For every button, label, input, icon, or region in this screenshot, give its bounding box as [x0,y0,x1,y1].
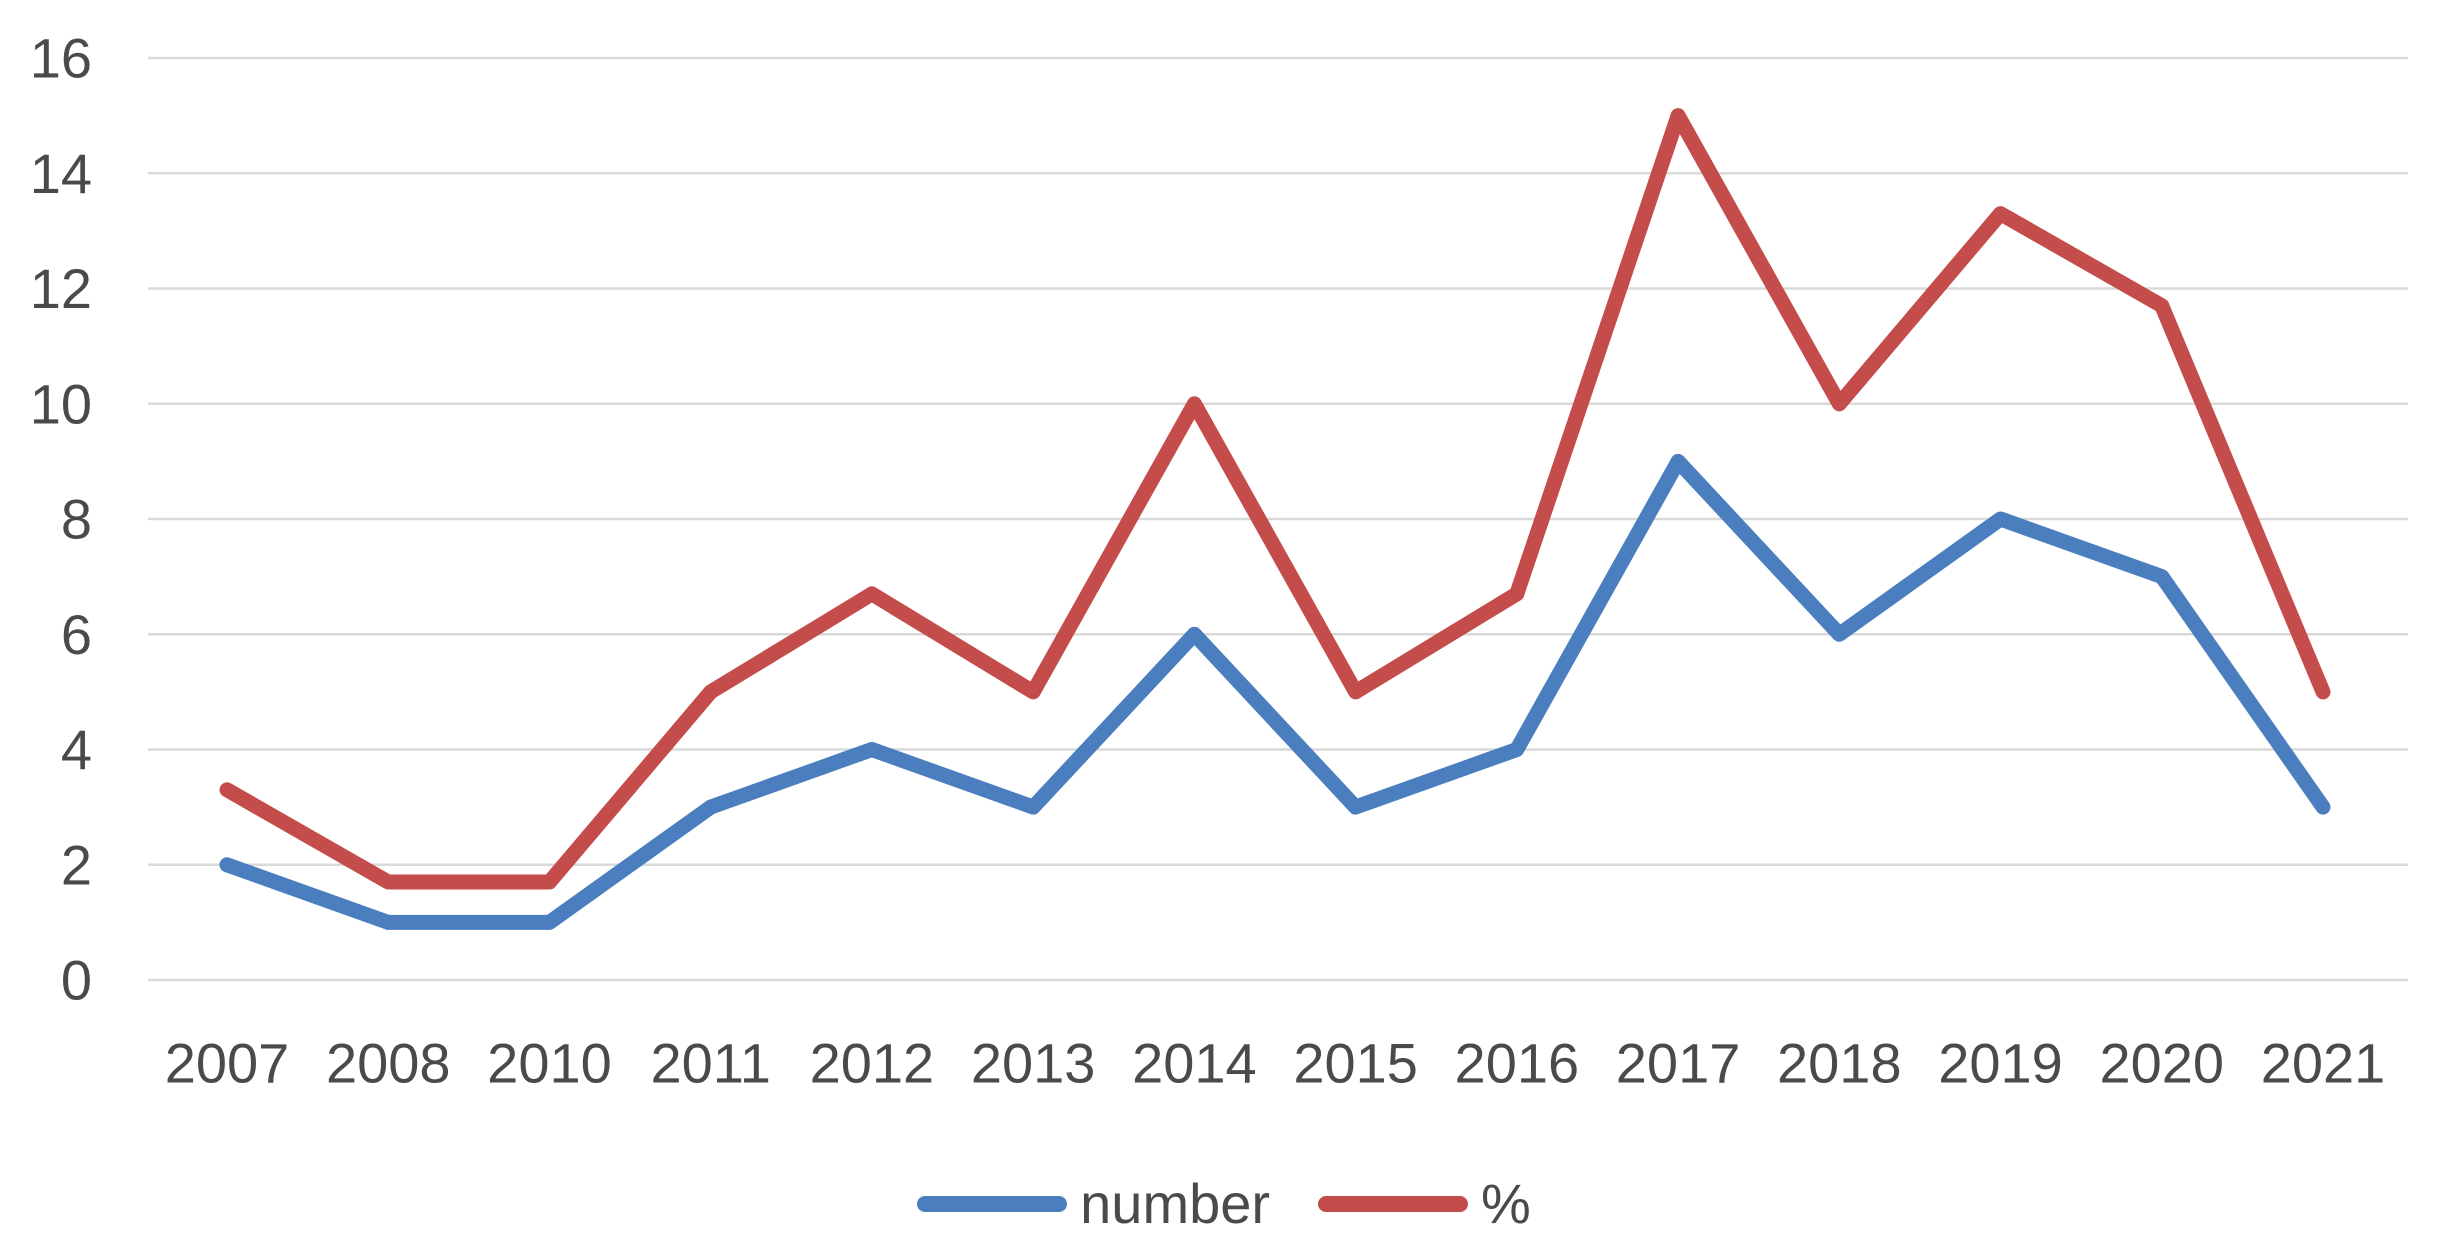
legend: number % [0,1176,2448,1232]
x-axis-tick-label: 2017 [1616,1032,1741,1095]
legend-label-number: number [1080,1172,1271,1235]
x-axis-tick-label: 2013 [971,1032,1096,1095]
legend-swatch-number [917,1196,1068,1212]
legend-item-percent: % [1318,1176,1531,1232]
x-axis-tick-label: 2011 [650,1032,770,1095]
x-axis-tick-label: 2018 [1777,1032,1902,1095]
series-line-percent [219,108,2331,890]
legend-swatch-percent [1318,1196,1469,1212]
x-axis-tick-label: 2014 [1132,1032,1257,1095]
x-axis-tick-label: 2016 [1455,1032,1580,1095]
x-axis-tick-label: 2015 [1293,1032,1418,1095]
y-axis-tick-label: 14 [30,142,92,205]
y-axis-tick-label: 16 [30,27,92,90]
y-axis-tick-label: 6 [61,603,92,666]
x-axis-tick-label: 2020 [2099,1032,2224,1095]
x-axis-tick-label: 2019 [1938,1032,2063,1095]
x-axis-tick-label: 2007 [165,1032,290,1095]
legend-item-number: number [917,1176,1270,1232]
y-axis-tick-label: 4 [61,718,92,781]
y-axis-tick-label: 12 [30,257,92,320]
x-axis-tick-label: 2008 [326,1032,451,1095]
y-axis-tick-label: 2 [61,833,92,896]
y-axis-tick-label: 10 [30,372,92,435]
legend-label-percent: % [1481,1172,1531,1235]
x-axis-tick-label: 2010 [487,1032,612,1095]
y-axis-tick-label: 0 [61,949,92,1012]
y-axis-tick-label: 8 [61,488,92,551]
x-axis-tick-label: 2012 [810,1032,935,1095]
x-axis-tick-label: 2021 [2261,1032,2386,1095]
series-line-number [219,453,2331,930]
